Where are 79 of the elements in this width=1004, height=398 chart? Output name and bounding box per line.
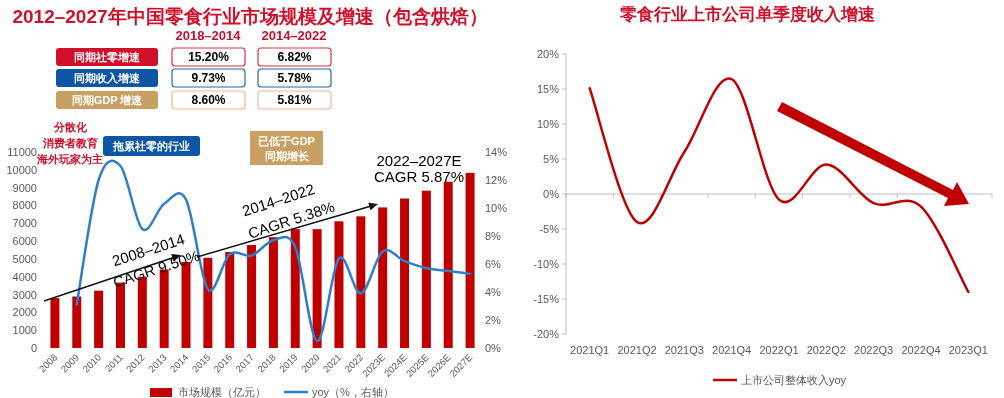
x-tick-label: 2021Q4 <box>712 344 752 356</box>
y-tick-label: 9000 <box>12 181 37 194</box>
x-tick-label: 2021Q2 <box>617 344 657 356</box>
y-tick-label: 2000 <box>12 306 37 319</box>
y2-tick-label: 2% <box>485 314 502 326</box>
y-tick-label: -5% <box>539 223 560 235</box>
y-tick-label: 15% <box>536 83 560 95</box>
bar <box>94 290 104 348</box>
annotation: 2022–2027E <box>376 152 462 169</box>
line-series <box>588 77 970 294</box>
y-tick-label: 10000 <box>6 163 37 176</box>
legend-label: yoy（%，右轴） <box>312 386 394 398</box>
bar <box>334 221 344 348</box>
y2-tick-label: 8% <box>485 230 502 242</box>
bar <box>268 237 278 348</box>
bar <box>400 198 410 348</box>
text: 5.78% <box>277 71 312 86</box>
y-tick-label: 10% <box>536 118 560 130</box>
text: 分散化 <box>52 121 88 133</box>
chart-title: 零食行业上市公司单季度收入增速 <box>618 5 875 24</box>
bar <box>72 296 82 348</box>
y2-tick-label: 14% <box>485 146 508 158</box>
annotation: CAGR 5.87% <box>373 168 465 185</box>
y-tick-label: 3000 <box>12 288 37 301</box>
bar <box>378 207 388 348</box>
y-tick-label: -15% <box>533 293 560 305</box>
bar <box>290 229 300 348</box>
x-tick-label: 2021Q1 <box>570 344 610 356</box>
y2-tick-label: 4% <box>485 286 502 298</box>
text: 拖累社零的行业 <box>112 139 190 152</box>
chart-title: 2012–2027年中国零食行业市场规模及增速（包含烘焙） <box>12 6 488 27</box>
x-tick-label: 2023Q1 <box>948 344 988 356</box>
text: 同期GDP 增速 <box>71 93 144 106</box>
text: 2018–2014 <box>175 28 242 43</box>
y-tick-label: 20% <box>536 48 560 60</box>
text: 5.81% <box>277 93 312 108</box>
y-tick-label: 6000 <box>12 235 37 248</box>
bar <box>443 181 453 348</box>
annotation: 同期增长 <box>264 150 310 162</box>
text: 2014–2022 <box>261 28 327 43</box>
y-tick-label: 1000 <box>12 324 37 337</box>
legend-label: 市场规模（亿元） <box>178 386 266 398</box>
bar <box>465 172 475 348</box>
y-tick-label: 4000 <box>12 270 37 283</box>
x-tick-label: 2022Q3 <box>854 344 894 356</box>
bar <box>356 216 366 348</box>
y-tick-label: 0 <box>30 342 37 354</box>
bar <box>312 229 322 348</box>
x-tick-label: 2022Q2 <box>806 344 846 356</box>
x-tick-label: 2021Q3 <box>664 344 704 356</box>
bar <box>225 251 235 348</box>
y-tick-label: 7000 <box>12 217 37 230</box>
y-tick-label: 5000 <box>12 252 37 265</box>
y-tick-label: -20% <box>533 328 560 340</box>
text: 9.73% <box>191 71 226 86</box>
y-tick-label: -10% <box>533 258 560 270</box>
bar <box>247 245 257 348</box>
legend-label: 上市公司整体收入yoy <box>741 374 847 386</box>
y2-tick-label: 12% <box>485 174 508 186</box>
y2-tick-label: 0% <box>485 342 502 354</box>
text: 15.20% <box>188 50 230 65</box>
bar <box>421 190 431 348</box>
text: 6.82% <box>277 50 312 65</box>
y-tick-label: 11000 <box>7 146 37 158</box>
bar <box>50 298 60 348</box>
x-tick-label: 2022Q4 <box>901 344 941 356</box>
text: 8.60% <box>191 93 226 108</box>
x-tick-label: 2022Q1 <box>759 344 799 356</box>
text: 同期收入增速 <box>74 71 141 85</box>
text: 消费者教育 <box>41 137 98 149</box>
y2-tick-label: 10% <box>485 202 508 214</box>
text: 已低于GDP <box>258 135 315 147</box>
y2-tick-label: 6% <box>485 258 502 270</box>
text: 同期社零增速 <box>74 50 141 63</box>
annotation: 海外玩家为主 <box>36 153 103 165</box>
y-tick-label: 8000 <box>12 199 37 212</box>
y-tick-label: 5% <box>543 153 560 165</box>
bar <box>203 257 213 348</box>
y-tick-label: 0% <box>543 188 560 200</box>
